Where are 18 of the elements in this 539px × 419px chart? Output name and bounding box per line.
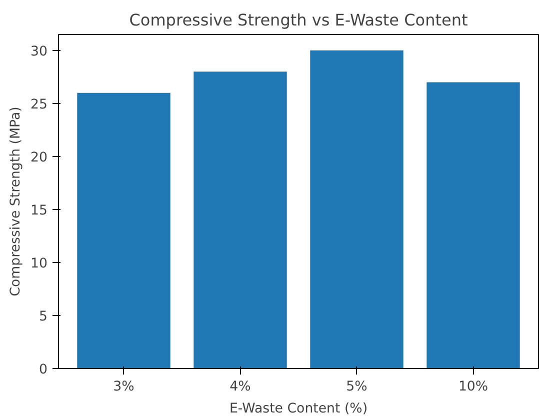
y-tick-label: 20 <box>30 150 48 166</box>
y-tick-label: 10 <box>30 256 48 272</box>
x-tick-label: 4% <box>230 380 251 394</box>
y-tick-label: 0 <box>39 362 48 378</box>
chart-title: Compressive Strength vs E-Waste Content <box>129 10 468 30</box>
x-tick-label: 5% <box>346 380 368 394</box>
x-tick-label: 3% <box>113 380 134 394</box>
x-tick-label: 10% <box>458 380 488 394</box>
bar <box>77 92 170 368</box>
y-tick-label: 5 <box>39 309 48 324</box>
bar <box>194 72 287 368</box>
bar <box>426 82 520 368</box>
x-axis-title: E-Waste Content (%) <box>229 402 368 416</box>
y-tick-label: 30 <box>30 44 48 60</box>
y-tick-label: 15 <box>30 203 48 218</box>
bar <box>310 50 404 368</box>
y-tick-label: 25 <box>30 97 48 112</box>
y-axis-title: Compressive Strength (MPa) <box>8 106 24 296</box>
